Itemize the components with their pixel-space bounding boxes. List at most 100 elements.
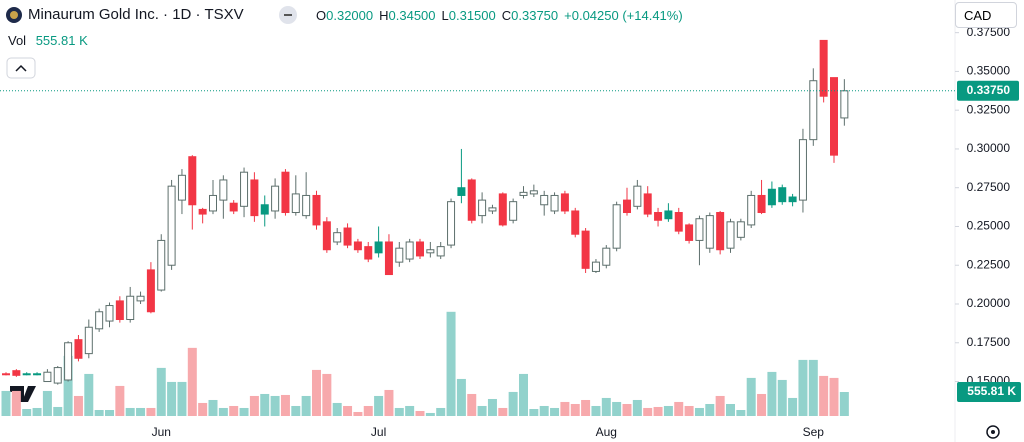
candle-body: [602, 247, 611, 266]
ohlc-key: H: [379, 8, 389, 23]
candle-body: [560, 193, 569, 212]
candle-body: [209, 194, 217, 212]
y-tick-label: 0.32500: [967, 102, 1011, 116]
volume-bar: [581, 399, 591, 416]
candle-body: [157, 239, 166, 291]
candle-body: [364, 246, 373, 260]
candle-body: [74, 339, 83, 359]
candle-body: [819, 39, 828, 97]
candle-body: [115, 300, 124, 321]
volume-bar: [767, 371, 777, 416]
volume-value: 555.81 K: [35, 33, 88, 48]
volume-bar: [715, 395, 725, 416]
candle-body: [654, 212, 663, 221]
volume-bar: [353, 411, 363, 416]
toggle-button[interactable]: [6, 57, 36, 79]
ohlc-key: C: [501, 8, 512, 23]
candle-body: [571, 210, 580, 235]
candle-body: [95, 311, 104, 330]
candle-body: [64, 342, 73, 381]
volume-bar: [115, 385, 125, 416]
volume-bar: [694, 407, 704, 416]
candle-body: [260, 204, 269, 215]
volume-bar: [736, 409, 746, 416]
candle-body: [695, 218, 704, 241]
candle-body: [322, 221, 331, 251]
y-tick-label: 0.17500: [967, 335, 1011, 349]
candle-body: [374, 241, 383, 254]
candle-body: [291, 193, 300, 214]
candle-body: [198, 208, 207, 215]
last-price-label: 0.33750: [967, 83, 1011, 97]
candle-body: [623, 199, 631, 214]
volume-bar: [1, 390, 11, 416]
volume-bar: [94, 409, 104, 416]
y-tick-label: 0.25000: [967, 219, 1011, 233]
x-tick-label: Jul: [371, 425, 386, 439]
volume-bar: [539, 405, 549, 416]
volume-bar: [436, 407, 446, 416]
candle-body: [405, 241, 414, 260]
volume-bar: [560, 401, 570, 416]
candle-body: [271, 185, 280, 212]
settings-icon[interactable]: [986, 425, 1000, 439]
volume-bar: [249, 395, 259, 416]
volume-bar: [808, 359, 818, 416]
candle-body: [767, 188, 776, 206]
y-tick-label: 0.22500: [967, 257, 1011, 271]
volume-bar: [208, 399, 218, 416]
x-tick-label: Sep: [803, 425, 825, 439]
volume-bar: [519, 373, 528, 416]
candle-body: [685, 224, 694, 241]
volume-bar: [105, 409, 114, 416]
candle-body: [716, 212, 725, 251]
candle-body: [488, 207, 497, 212]
toggle-icon: [15, 64, 27, 72]
candle-body: [53, 367, 62, 384]
volume-bar: [663, 405, 673, 416]
volume-bar: [32, 407, 42, 416]
candle-body: [633, 185, 642, 207]
candle-body: [2, 373, 10, 376]
volume-bar: [332, 402, 342, 416]
candle-body: [591, 261, 600, 272]
x-tick-label: Aug: [596, 425, 617, 439]
volume-bar: [477, 405, 487, 416]
candle-body: [84, 326, 93, 355]
candle-body: [177, 174, 186, 201]
candle-body: [43, 371, 52, 383]
volume-bar: [280, 394, 290, 416]
candle-body: [22, 373, 31, 376]
candle-body: [778, 187, 787, 203]
volume-bar: [11, 390, 21, 416]
candle-body: [674, 212, 683, 232]
volume-bar: [498, 407, 508, 416]
candle-body: [105, 305, 114, 322]
volume-bar: [405, 405, 415, 416]
volume-bar: [322, 373, 332, 416]
volume-bar: [312, 369, 321, 416]
candle-body: [416, 241, 424, 257]
tv-logo: [10, 386, 36, 402]
candle-body: [509, 201, 518, 221]
volume-bar: [467, 393, 477, 416]
volume-bar: [757, 393, 767, 416]
candle-body: [343, 227, 352, 246]
symbol-title: Minaurum Gold Inc. · 1D · TSXV: [28, 6, 244, 23]
candle-body: [312, 194, 321, 226]
volume-bar: [456, 378, 466, 416]
volume-bar: [570, 403, 580, 416]
volume-bar: [260, 393, 270, 416]
volume-bar: [136, 407, 146, 416]
volume-bar: [22, 409, 32, 416]
candle-body: [540, 194, 549, 206]
ohlc-value: 0.32000: [326, 8, 374, 23]
ohlc-value: 0.34500: [388, 8, 436, 23]
volume-bar: [374, 395, 384, 416]
x-tick-label: Jun: [152, 425, 171, 439]
candle-body: [840, 90, 849, 119]
candle-body: [219, 179, 228, 201]
currency-select[interactable]: CAD: [955, 2, 1017, 28]
volume-bar: [239, 407, 249, 416]
